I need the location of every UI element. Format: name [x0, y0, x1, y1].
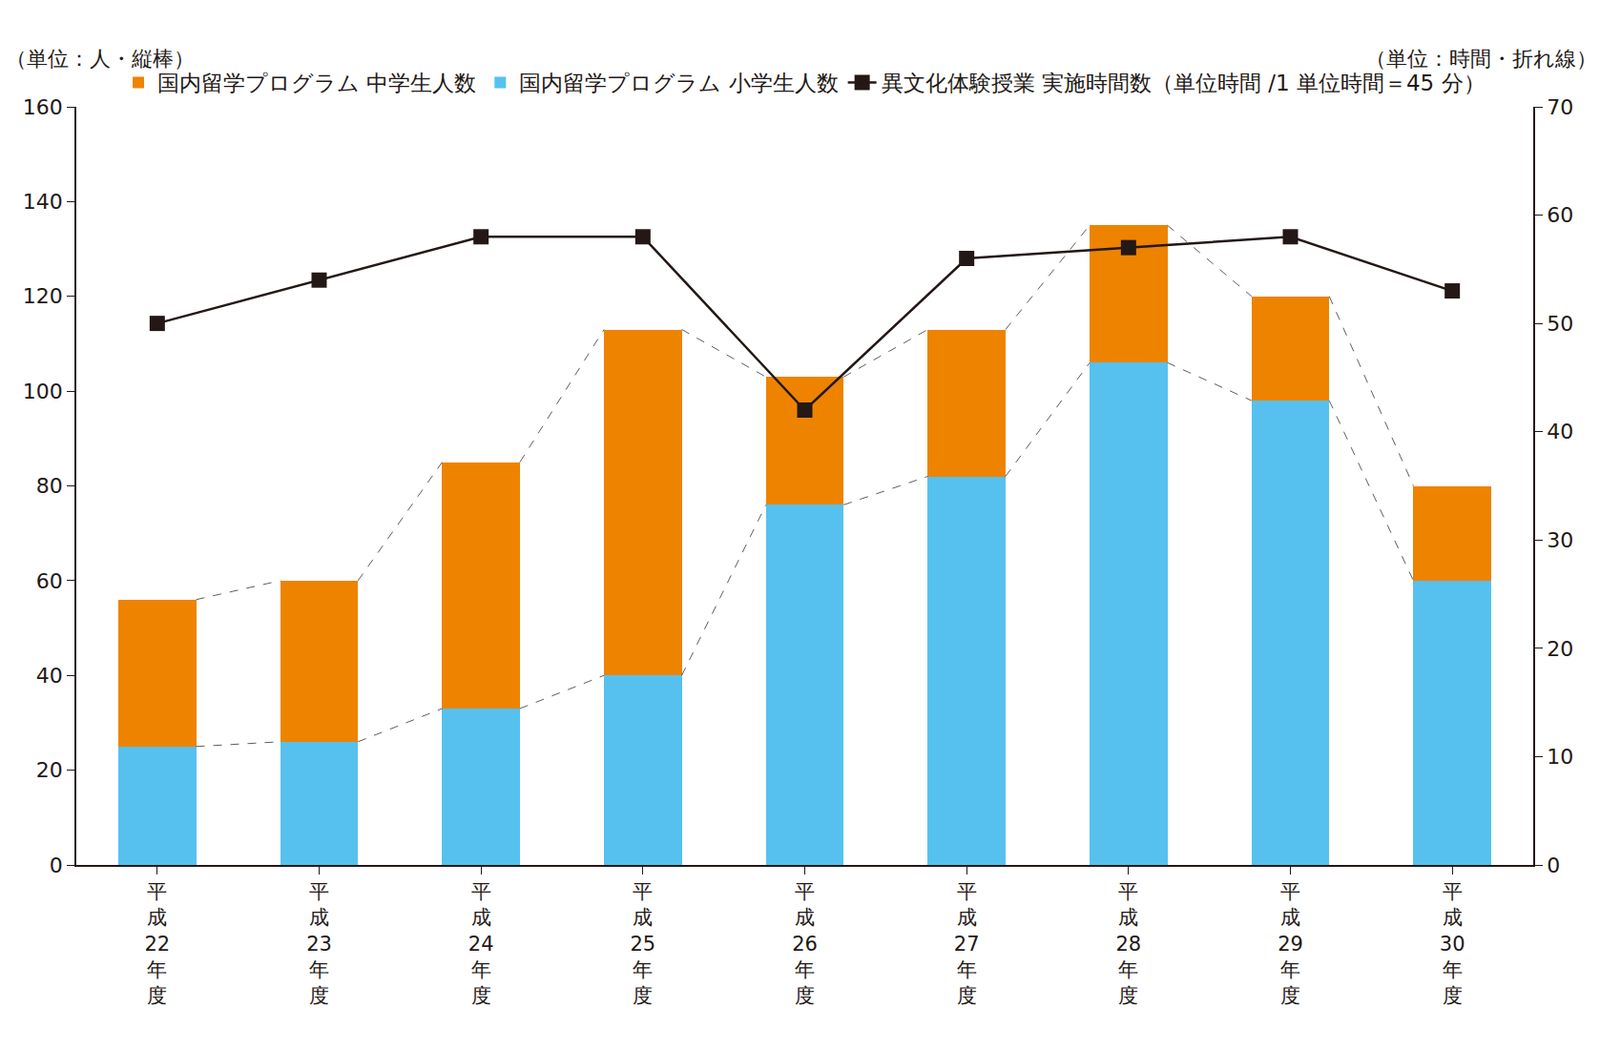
svg-text:平成25年度: 平成25年度	[629, 880, 656, 1008]
svg-text:70: 70	[1546, 95, 1574, 120]
svg-text:平成29年度: 平成29年度	[1277, 880, 1304, 1008]
svg-text:（単位：時間・折れ線）: （単位：時間・折れ線）	[1365, 46, 1598, 71]
svg-text:80: 80	[36, 474, 63, 499]
svg-text:0: 0	[1546, 853, 1560, 878]
svg-text:0: 0	[49, 853, 63, 878]
svg-text:国内留学プログラム 小学生人数: 国内留学プログラム 小学生人数	[519, 70, 838, 96]
svg-text:20: 20	[36, 758, 63, 783]
svg-text:平成23年度: 平成23年度	[306, 880, 333, 1008]
svg-text:40: 40	[1546, 419, 1574, 444]
svg-text:30: 30	[1546, 528, 1574, 553]
svg-text:40: 40	[36, 664, 63, 688]
svg-text:国内留学プログラム 中学生人数: 国内留学プログラム 中学生人数	[157, 70, 477, 96]
svg-text:100: 100	[22, 379, 63, 404]
svg-text:60: 60	[36, 569, 63, 594]
svg-text:平成30年度: 平成30年度	[1439, 880, 1466, 1008]
svg-text:（単位：人・縦棒）: （単位：人・縦棒）	[5, 46, 195, 71]
svg-text:50: 50	[1546, 311, 1574, 336]
svg-text:120: 120	[22, 284, 63, 309]
svg-text:平成27年度: 平成27年度	[954, 880, 980, 1008]
svg-text:平成24年度: 平成24年度	[468, 880, 495, 1008]
svg-text:平成26年度: 平成26年度	[791, 880, 818, 1008]
svg-text:平成22年度: 平成22年度	[144, 880, 170, 1008]
svg-text:平成28年度: 平成28年度	[1115, 880, 1142, 1008]
svg-text:異文化体験授業 実施時間数（単位時間 /1 単位時間＝45: 異文化体験授業 実施時間数（単位時間 /1 単位時間＝45 分）	[881, 70, 1486, 96]
svg-text:60: 60	[1546, 203, 1574, 228]
svg-text:20: 20	[1546, 637, 1574, 662]
svg-text:10: 10	[1546, 745, 1574, 769]
svg-text:160: 160	[22, 95, 63, 120]
svg-text:140: 140	[22, 189, 63, 214]
